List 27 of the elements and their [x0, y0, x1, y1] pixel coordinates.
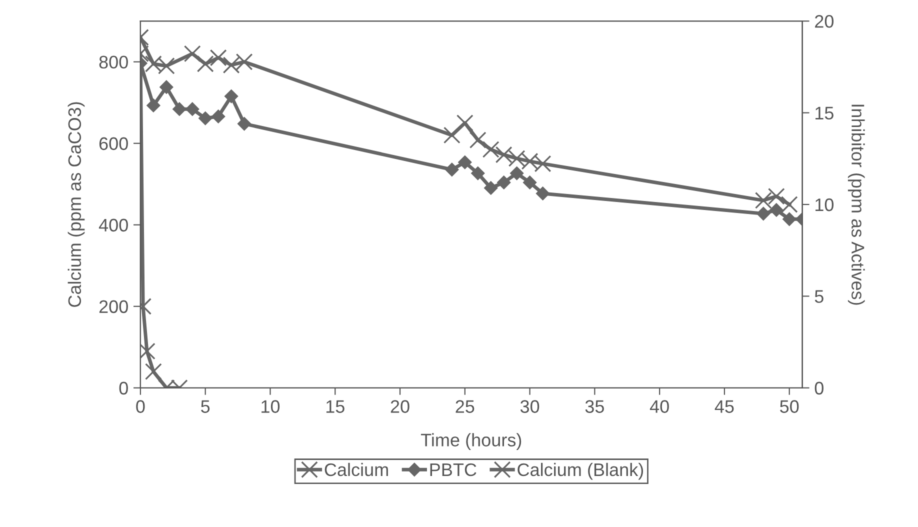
y2-axis-title: Inhibitor (ppm as Actives) [848, 104, 865, 305]
y2-tick-label: 5 [814, 290, 824, 303]
x-tick-label: 0 [136, 400, 145, 413]
legend-label: PBTC [430, 463, 476, 476]
y-tick-label: 800 [99, 56, 128, 69]
y2-tick-label: 20 [815, 15, 834, 28]
x-tick-label: 40 [650, 400, 669, 413]
legend-label: Calcium [324, 462, 388, 476]
y-tick-label: 200 [99, 300, 128, 314]
y2-tick-label: 10 [816, 198, 834, 212]
x-tick-label: 25 [456, 400, 474, 413]
x-tick-label: 10 [262, 400, 280, 413]
x-tick-label: 15 [326, 400, 344, 413]
x-tick-label: 35 [585, 400, 604, 413]
y-tick-label: 400 [98, 218, 128, 232]
x-tick-label: 50 [780, 400, 799, 413]
x-tick-label: 30 [520, 400, 540, 413]
y2-tick-label: 15 [816, 106, 834, 120]
x-tick-label: 20 [390, 400, 410, 413]
x-axis-title: Time (hours) [420, 433, 522, 450]
legend-label: Calcium (Blank) [518, 462, 644, 480]
y-tick-label: 0 [119, 382, 128, 395]
y-tick-label: 600 [99, 137, 128, 150]
y-axis-title: Calcium (ppm as CaCO3) [68, 102, 85, 307]
y2-tick-label: 0 [814, 382, 824, 395]
x-tick-label: 5 [201, 400, 210, 413]
x-tick-label: 45 [714, 400, 734, 413]
